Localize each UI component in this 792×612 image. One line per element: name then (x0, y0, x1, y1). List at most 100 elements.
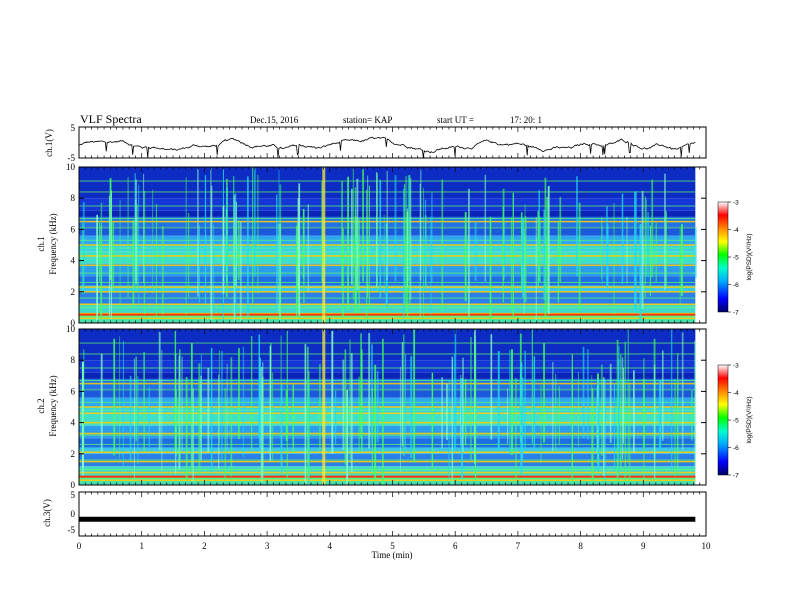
spec2-sferic (382, 338, 384, 485)
spec1-sferic (109, 178, 112, 280)
ch1-voltage-ylabel: ch.1(V) (44, 129, 54, 157)
ch3-ytick-top: 5 (71, 490, 76, 500)
spec2-band (79, 434, 696, 436)
spec2-sferic (600, 364, 603, 456)
spec1-sferic (403, 184, 406, 306)
spec2-sferic (591, 387, 594, 484)
spec1-sferic (665, 211, 667, 288)
x-tick-label: 5 (390, 541, 395, 551)
spec1-sferic (96, 214, 98, 323)
spec2-band (79, 342, 696, 344)
spec1-sferic (539, 216, 541, 283)
spec1-sferic (204, 175, 207, 304)
spec1-sferic (356, 178, 359, 290)
ch1-channel-label: ch.1 (36, 236, 46, 251)
spec1-sferic (578, 202, 581, 311)
spec1-sferic (655, 223, 657, 283)
spec2-sferic (374, 364, 377, 480)
ch3-ytick-bottom: -5 (68, 525, 76, 535)
spec2-sferic (280, 384, 283, 473)
spec2-band (79, 406, 696, 408)
spec2-sferic (490, 334, 493, 440)
cb2t-tick-label: -3 (733, 363, 739, 370)
spec1-sferic (222, 205, 225, 294)
spec2-sferic (694, 340, 697, 468)
spec2-sferic (100, 353, 103, 452)
spec1-sferic (537, 210, 539, 286)
p2yt-tick-label: 2 (71, 287, 76, 297)
cb1t-tick-label: -6 (733, 282, 739, 289)
spec1-band (79, 316, 696, 318)
spec1-sferic (347, 176, 350, 311)
spec2-sferic (376, 371, 379, 443)
station-label: station= KAP (343, 115, 392, 125)
spec2-band (79, 382, 696, 385)
spec2-sferic (292, 384, 295, 453)
spec1-sferic (295, 226, 298, 318)
spec1-sferic (523, 228, 525, 315)
spec1-sferic (110, 190, 113, 320)
spec2-sferic (176, 390, 177, 457)
spec2-band (79, 468, 696, 470)
spec1-sferic (134, 173, 136, 291)
spec2-sferic (677, 381, 679, 450)
spec2-sferic (681, 332, 684, 450)
spec2-band (79, 412, 696, 415)
spec2-sferic (308, 382, 310, 483)
spec1-sferic (239, 221, 242, 322)
spec2-zone (79, 466, 696, 476)
spec2-sferic (259, 357, 262, 450)
cb1t-tick-label: -4 (733, 227, 739, 234)
spec1-sferic (143, 174, 145, 284)
spec1-sferic (503, 222, 505, 278)
date-label: Dec.15, 2016 (250, 115, 299, 125)
spec1-sferic (127, 177, 129, 298)
spec1-sferic (639, 224, 642, 321)
spec1-sferic (405, 176, 407, 313)
spec1-sferic (82, 202, 85, 294)
spec2-sferic (174, 330, 177, 450)
start-ut-value: 17: 20: 1 (510, 115, 542, 125)
spec1-sferic (368, 185, 370, 308)
spec1-sferic (694, 227, 697, 279)
spec2-sferic (497, 351, 500, 451)
spec1-sferic (430, 216, 432, 315)
spec2-sferic (306, 346, 309, 479)
spec1-sferic (278, 169, 280, 281)
p2yt-tick-label: 4 (71, 256, 76, 266)
spec1-band (79, 317, 696, 320)
ch3-ytick-mid: 0 (71, 509, 76, 519)
spec1-sferic (302, 208, 305, 304)
spec2-sferic (262, 362, 264, 479)
spec2-sferic (237, 348, 240, 440)
spec1-sferic (198, 225, 200, 303)
spec2-sferic (113, 338, 116, 456)
spec2-band (79, 353, 696, 355)
ch3-voltage-frame (78, 491, 707, 537)
spec1-sferic (185, 177, 187, 316)
x-tick-label: 6 (453, 541, 458, 551)
spec1-sferic (386, 171, 388, 281)
spec1-sferic (649, 225, 652, 296)
spec1-sferic (197, 168, 199, 297)
spec2-sferic (633, 370, 635, 453)
spec1-sferic (161, 226, 164, 315)
p2yt-tick-label: 0 (71, 318, 76, 328)
spec1-sferic (522, 218, 525, 298)
spec2-sferic (509, 350, 511, 455)
spec2-sferic (620, 354, 622, 470)
spec1-sferic (233, 195, 236, 322)
spec2-sferic (344, 349, 347, 465)
spec2-zone (79, 372, 696, 379)
spec2-sferic (200, 375, 202, 461)
ch1-colorbar (717, 201, 729, 313)
spec2-sferic (524, 350, 526, 448)
cb1t-tick-label: -7 (733, 310, 739, 317)
spec2-band (79, 479, 696, 482)
spec1-sferic (406, 208, 409, 288)
spec1-sferic (98, 222, 100, 282)
spec1-sferic (626, 216, 628, 284)
spec1-sferic (394, 175, 397, 282)
spec2-sferic (511, 349, 513, 455)
ch1-spectrogram-image (79, 167, 697, 323)
